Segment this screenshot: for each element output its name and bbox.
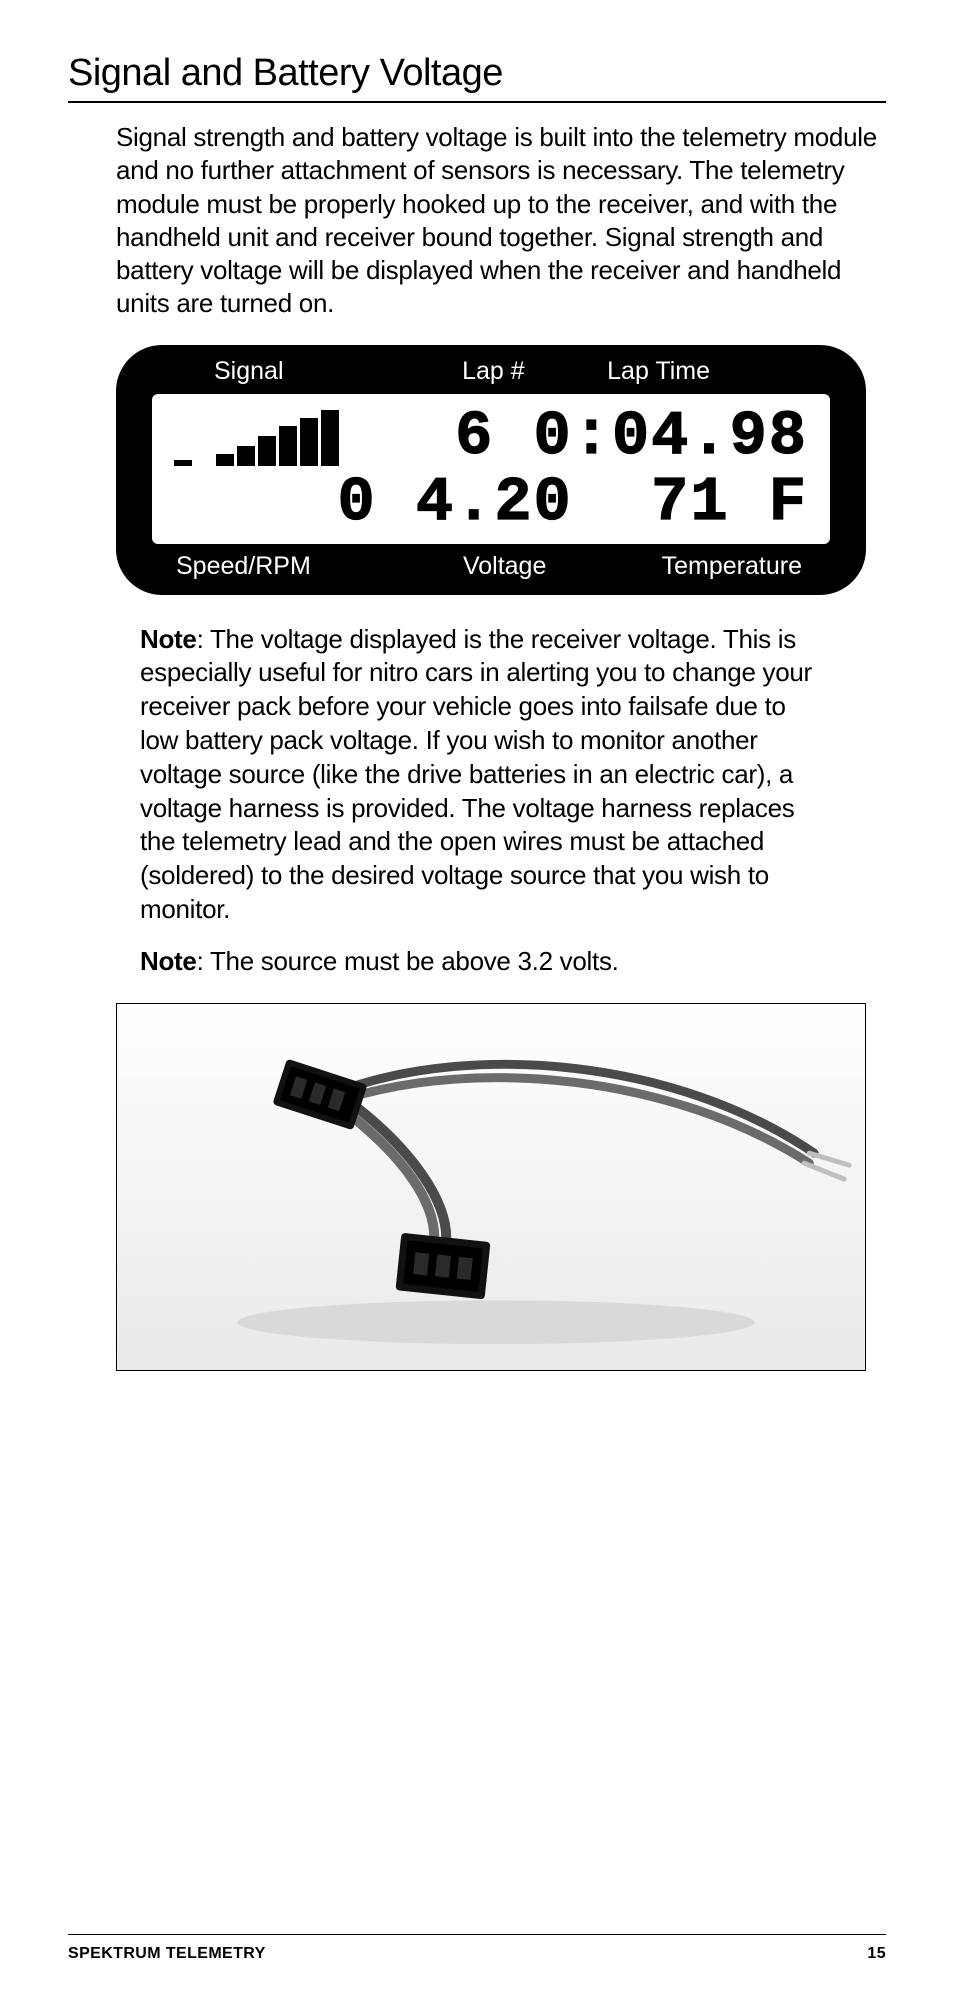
- signal-bar: [174, 460, 192, 466]
- signal-bar: [258, 436, 276, 466]
- note-1-text: : The voltage displayed is the receiver …: [140, 624, 812, 924]
- note-1: Note: The voltage displayed is the recei…: [68, 623, 886, 945]
- intro-paragraph: Signal strength and battery voltage is b…: [68, 121, 886, 345]
- note-2-text: : The source must be above 3.2 volts.: [197, 946, 619, 976]
- signal-bar: [279, 426, 297, 466]
- note-2: Note: The source must be above 3.2 volts…: [68, 945, 886, 997]
- label-voltage: Voltage: [416, 552, 593, 581]
- lcd-screen: 6 0:04.98 0 4.20 71 F: [152, 394, 830, 544]
- section-title: Signal and Battery Voltage: [68, 52, 886, 103]
- signal-bar: [300, 418, 318, 466]
- note-1-bold: Note: [140, 624, 197, 654]
- page-footer: SPEKTRUM TELEMETRY 15: [68, 1934, 886, 1963]
- footer-product-name: SPEKTRUM TELEMETRY: [68, 1945, 266, 1963]
- lcd-bottom-labels: Speed/RPM Voltage Temperature: [152, 552, 830, 581]
- signal-bar: [216, 454, 234, 466]
- lcd-row-2: 0 4.20 71 F: [174, 470, 808, 534]
- footer-page-number: 15: [867, 1945, 886, 1963]
- harness-photo-frame: [116, 1003, 866, 1371]
- label-lap-num: Lap #: [410, 357, 578, 386]
- signal-bar: [237, 446, 255, 466]
- lcd-top-labels: Signal Lap # Lap Time: [152, 357, 830, 386]
- signal-strength-bars: [174, 408, 374, 468]
- harness-cable-icon: [117, 1004, 865, 1370]
- label-signal: Signal: [170, 357, 410, 386]
- label-speed-rpm: Speed/RPM: [170, 552, 416, 581]
- lcd-row-1: 6 0:04.98: [174, 404, 808, 468]
- manual-page: Signal and Battery Voltage Signal streng…: [0, 0, 954, 2009]
- telemetry-lcd-module: Signal Lap # Lap Time 6 0:04.98 0 4.20 7…: [116, 345, 866, 595]
- lcd-row1-readout: 6 0:04.98: [374, 406, 808, 468]
- signal-bar: [321, 410, 339, 466]
- label-lap-time: Lap Time: [577, 357, 812, 386]
- lcd-row2-readout: 0 4.20 71 F: [174, 472, 808, 534]
- note-2-bold: Note: [140, 946, 197, 976]
- label-temperature: Temperature: [593, 552, 812, 581]
